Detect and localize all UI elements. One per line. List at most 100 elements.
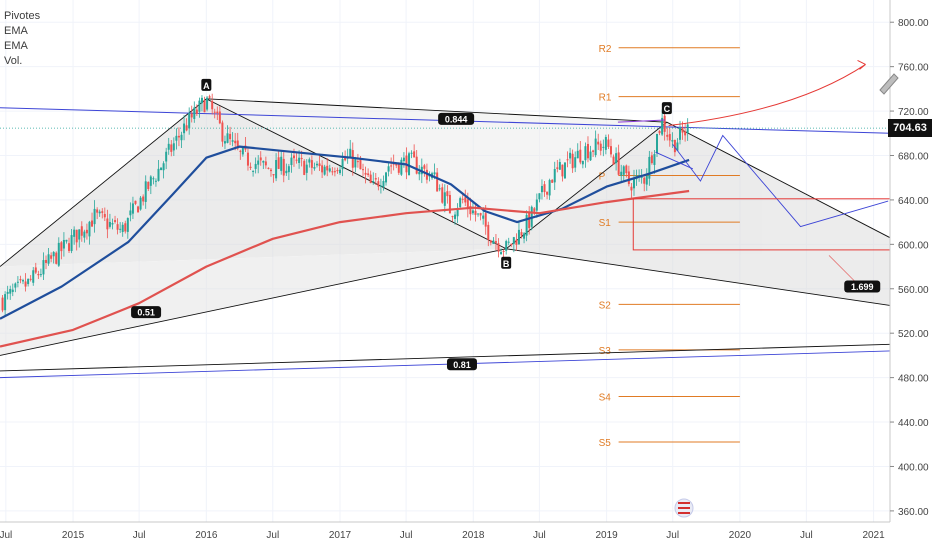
candle-body — [586, 143, 589, 159]
pattern-point-badge-b — [501, 256, 512, 269]
x-tick-label: Jul — [533, 530, 546, 541]
candle-body — [300, 157, 303, 160]
candle-body — [349, 148, 352, 159]
x-tick-label: 2015 — [62, 530, 85, 541]
x-tick-label: Jul — [133, 530, 146, 541]
candle-body — [507, 241, 510, 243]
pattern-point-badge-c — [661, 102, 672, 115]
legend-item-pivotes[interactable]: Pivotes — [4, 10, 41, 22]
pivot-label-r1: R1 — [599, 93, 612, 104]
candle-body — [671, 140, 674, 142]
purple-arrow-top — [617, 119, 666, 123]
candle-body — [397, 163, 400, 173]
candle-body — [239, 150, 242, 152]
candle-body — [523, 233, 526, 239]
candle-body — [216, 111, 219, 114]
candle-body — [438, 188, 441, 190]
pattern-point-badge-a — [201, 78, 212, 91]
x-tick-label: 2016 — [195, 530, 218, 541]
candlesticks — [1, 93, 689, 317]
candle-body — [147, 181, 150, 189]
candle-body — [68, 243, 71, 251]
candle-body — [497, 243, 500, 252]
candle-body — [622, 166, 625, 175]
candle-body — [387, 166, 390, 172]
ratio-badge — [844, 280, 881, 293]
candle-body — [326, 165, 329, 171]
candle-body — [441, 187, 444, 203]
candle-body — [98, 211, 101, 214]
candle-body — [673, 139, 676, 153]
candle-body — [433, 172, 436, 175]
candle-body — [331, 171, 334, 173]
candle-body — [142, 196, 145, 202]
y-tick-label: 800.00 — [898, 18, 929, 29]
candle-body — [566, 159, 569, 161]
candle-body — [359, 158, 362, 170]
candle-body — [413, 151, 416, 158]
candle-body — [65, 239, 68, 242]
x-tick-label: 2021 — [862, 530, 885, 541]
long-support-line — [0, 343, 891, 372]
candle-body — [29, 278, 32, 280]
candle-body — [103, 213, 106, 218]
candle-body — [321, 165, 324, 173]
candle-body — [479, 213, 482, 216]
x-tick-label: 2017 — [329, 530, 352, 541]
x-tick-label: Jul — [0, 530, 12, 541]
x-tick-label: 2018 — [462, 530, 485, 541]
candle-body — [469, 205, 472, 215]
candle-body — [500, 252, 503, 255]
candle-body — [502, 250, 505, 252]
candle-body — [57, 242, 60, 266]
legend-item-volume[interactable]: Vol. — [4, 55, 23, 67]
pivot-levels: R2 R1 P S1 S2 S3 S4 S5 — [599, 44, 740, 449]
candle-body — [6, 291, 9, 294]
legend-item-ema-fast[interactable]: EMA — [4, 25, 28, 37]
candle-body — [78, 229, 81, 240]
candle-body — [190, 113, 193, 118]
candle-body — [19, 279, 22, 281]
candle-body — [149, 176, 152, 186]
candle-body — [313, 167, 316, 169]
candle-body — [287, 166, 290, 173]
candle-body — [236, 140, 239, 149]
x-tick-label: 2019 — [595, 530, 618, 541]
x-tick-label: Jul — [266, 530, 279, 541]
candle-body — [451, 216, 454, 218]
candle-body — [533, 208, 536, 212]
candle-body — [223, 141, 226, 144]
pivot-label-s2: S2 — [599, 300, 612, 311]
candle-body — [336, 170, 339, 172]
candle-body — [246, 152, 249, 166]
candle-body — [461, 198, 464, 200]
candle-body — [70, 235, 73, 252]
candle-body — [241, 147, 244, 155]
pattern-line-xa — [0, 98, 207, 267]
candle-body — [116, 224, 119, 230]
candle-body — [645, 175, 648, 185]
candle-body — [137, 206, 140, 213]
candle-body — [180, 134, 183, 141]
candle-body — [4, 294, 7, 311]
y-tick-label: 680.00 — [898, 151, 929, 162]
candle-body — [267, 167, 270, 169]
candle-body — [254, 163, 257, 169]
pattern-line-cd — [666, 121, 891, 239]
candle-body — [681, 127, 684, 133]
candle-body — [443, 192, 446, 206]
candle-body — [80, 226, 83, 236]
legend-item-ema-slow[interactable]: EMA — [4, 40, 28, 52]
candle-body — [553, 168, 556, 183]
candle-body — [459, 198, 462, 208]
ema-slow-line — [0, 189, 690, 348]
candle-body — [280, 156, 283, 171]
candle-body — [589, 151, 592, 161]
candle-body — [172, 143, 175, 151]
candle-body — [594, 138, 597, 156]
candle-body — [400, 159, 403, 175]
candle-body — [333, 171, 336, 173]
candle-body — [482, 215, 485, 219]
